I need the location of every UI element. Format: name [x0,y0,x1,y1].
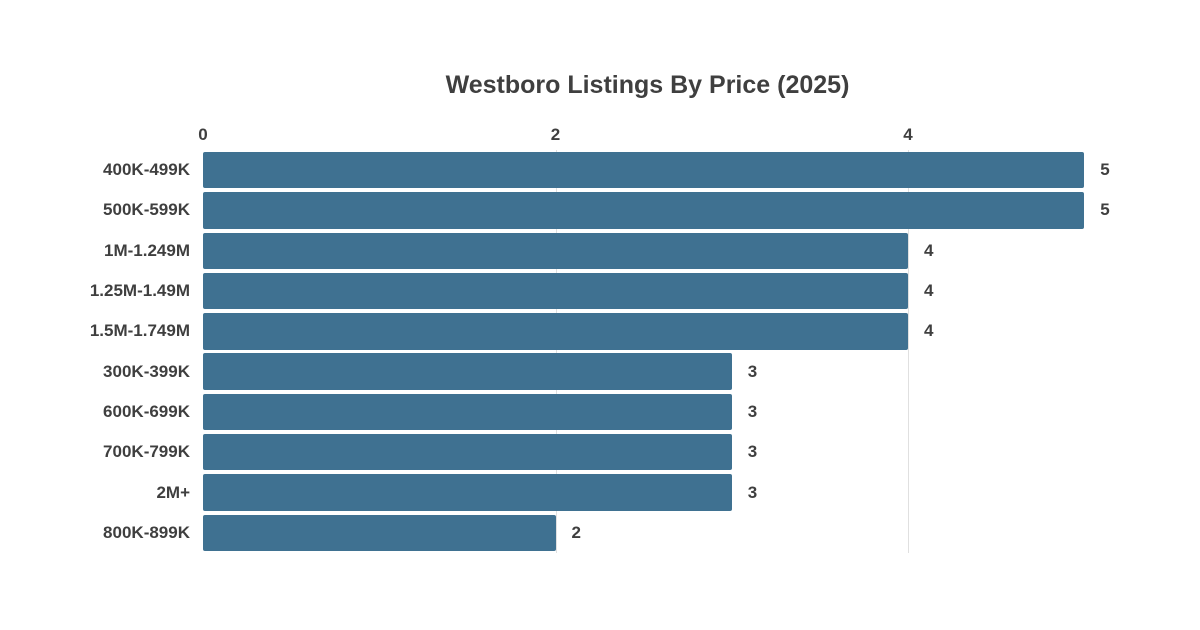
category-label: 500K-599K [103,200,190,220]
bar-row: 500K-599K 5 [0,190,1200,230]
bar-row: 1.5M-1.749M 4 [0,311,1200,351]
bar-row: 600K-699K 3 [0,392,1200,432]
value-label: 3 [747,442,758,462]
bar-row: 2M+ 3 [0,472,1200,512]
value-label: 3 [747,361,758,381]
chart-title: Westboro Listings By Price (2025) [445,71,850,99]
category-label: 1.5M-1.749M [89,321,190,341]
bar [203,272,908,310]
bar [203,313,908,350]
bar-row: 1.25M-1.49M 4 [0,271,1200,311]
bar [203,434,732,471]
bar-row: 1M-1.249M 4 [0,231,1200,271]
bar-row: 800K-899K 2 [0,513,1200,553]
value-label: 4 [924,240,934,260]
value-label: 3 [747,401,758,421]
value-label: 2 [571,522,581,542]
value-label: 4 [924,321,934,341]
bar [203,192,1085,229]
gridline [908,150,909,553]
bar [203,353,732,390]
category-label: 400K-499K [103,160,190,180]
value-label: 5 [1100,160,1110,180]
category-label: 700K-799K [103,442,190,462]
bar [203,393,732,431]
bar [203,151,1085,189]
value-label: 5 [1100,200,1110,220]
category-label: 1M-1.249M [104,240,190,260]
bar [203,514,556,552]
category-label: 300K-399K [103,361,190,381]
category-label: 600K-699K [103,401,190,421]
value-label: 3 [747,482,758,502]
x-axis-tick-label: 2 [550,125,561,144]
bar-row: 300K-399K 3 [0,351,1200,391]
gridline [555,150,557,553]
value-label: 4 [924,281,934,301]
x-axis-ticks: 0 2 4 [198,125,1200,145]
category-label: 800K-899K [103,522,190,542]
bar-row: 700K-799K 3 [0,432,1200,472]
x-axis-tick-label: 0 [198,125,208,144]
category-label: 1.25M-1.49M [89,281,190,301]
x-axis-tick-label: 4 [903,125,913,144]
category-label: 2M+ [156,482,190,502]
bar-row: 400K-499K 5 [0,150,1200,190]
bar [203,232,908,269]
plot-area: 400K-499K 5 500K-599K 5 1M-1.249M 4 1.25M-1.49… [0,150,1200,553]
bar [203,474,732,511]
